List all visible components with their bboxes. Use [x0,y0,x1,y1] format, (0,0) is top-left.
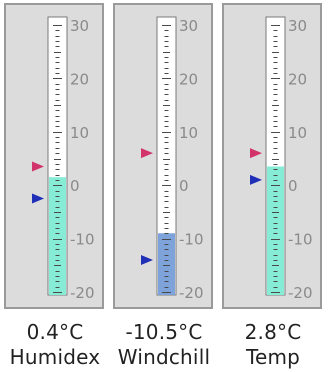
scale-label-20: 20 [288,70,307,88]
thermometer-graphic: 30 20 10 0 -10 -20 [250,16,313,302]
scale-label-10: 10 [179,124,198,142]
scale-label--20: -20 [179,284,204,302]
scale-label--10: -10 [70,231,95,249]
thermometer-humidex: 30 20 10 0 -10 -20 [4,3,104,309]
high-marker-icon [32,161,44,172]
low-marker-icon [250,174,262,185]
humidex-reading: 0.4°C [26,320,84,344]
thermometer-fill [267,166,284,295]
thermometer-temp: 30 20 10 0 -10 -20 [222,3,322,309]
high-marker-icon [250,148,262,159]
scale-label--20: -20 [70,284,95,302]
windchill-label: Windchill [117,345,211,369]
temp-label: Temp [245,345,301,369]
scale-label-30: 30 [288,17,307,35]
scale-label-0: 0 [70,177,80,195]
scale-label--10: -10 [288,231,313,249]
thermometer-graphic: 30 20 10 0 -10 -20 [141,16,204,302]
scale-label-0: 0 [288,177,298,195]
thermometer-fill [49,177,66,295]
scale-label--10: -10 [179,231,204,249]
thermometer-fill [158,233,175,295]
low-marker-icon [141,254,153,265]
scale-label-10: 10 [70,124,89,142]
temp-reading: 2.8°C [244,320,302,344]
scale-label-20: 20 [70,70,89,88]
scale-label--20: -20 [288,284,313,302]
humidex-label: Humidex [9,345,101,369]
high-marker-icon [141,148,153,159]
scale-label-10: 10 [288,124,307,142]
low-marker-icon [32,193,44,204]
scale-label-20: 20 [179,70,198,88]
scale-label-30: 30 [179,17,198,35]
thermometer-graphic: 30 20 10 0 -10 -20 [32,16,95,302]
windchill-reading: -10.5°C [125,320,203,344]
thermometer-windchill: 30 20 10 0 -10 -20 [113,3,213,309]
scale-label-0: 0 [179,177,189,195]
scale-label-30: 30 [70,17,89,35]
